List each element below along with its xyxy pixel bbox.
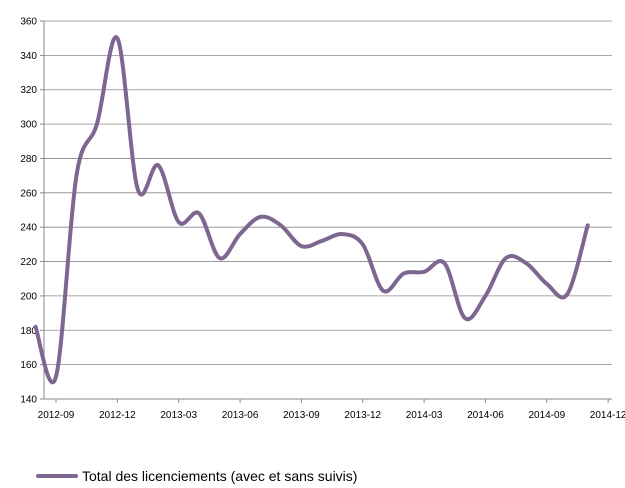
legend-swatch [36,474,78,478]
line-chart: 140 160 180 200 220 240 260 280 300 320 340 360 201… [20,17,625,422]
y-tick-label: 200 [20,291,37,302]
x-tick-label: 2014-09 [528,410,565,421]
y-tick-label: 300 [20,120,37,131]
x-tick-label: 2013-06 [222,410,259,421]
x-tick-label: 2013-12 [344,410,381,421]
y-tick-label: 160 [20,360,37,371]
x-tick-label: 2012-09 [38,410,75,421]
x-tick-label: 2013-03 [160,410,197,421]
y-tick-label: 180 [20,326,37,337]
y-axis-tick-labels: 140 160 180 200 220 240 260 280 300 320 340 360 [20,17,37,406]
y-tick-label: 340 [20,51,37,62]
y-tick-label: 240 [20,223,37,234]
x-tick-label: 2014-03 [406,410,443,421]
series-lines [33,35,590,385]
series-line-0 [33,35,590,385]
y-tick-label: 280 [20,154,37,165]
gridlines [44,20,612,366]
x-tick-label: 2013-09 [283,410,320,421]
y-tick-label: 320 [20,85,37,96]
legend-label: Total des licenciements (avec et sans su… [82,468,358,484]
y-tick-label: 220 [20,257,37,268]
x-axis-tick-labels: 2012-09 2012-12 2013-03 2013-06 2013-09 2013-… [38,410,625,421]
legend: Total des licenciements (avec et sans su… [36,468,357,484]
y-tick-label: 260 [20,188,37,199]
x-tick-label: 2014-06 [467,410,504,421]
axes [40,20,612,403]
x-tick-label: 2014-12 [590,410,625,421]
y-tick-label: 360 [20,17,37,28]
x-tick-label: 2012-12 [99,410,136,421]
y-tick-label: 140 [20,395,37,406]
